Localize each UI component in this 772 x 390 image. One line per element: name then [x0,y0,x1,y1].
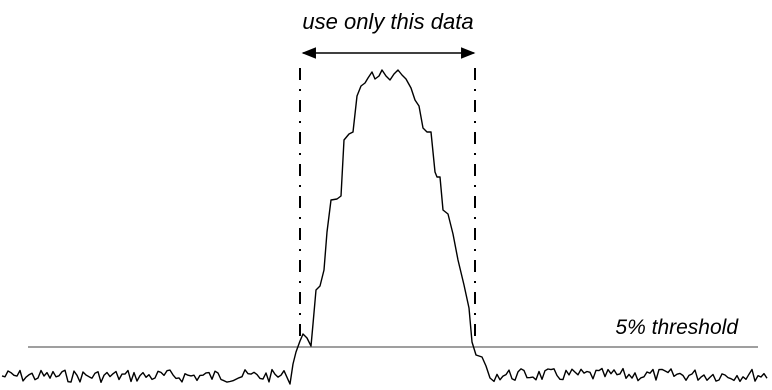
range-label: use only this data [302,9,473,34]
signal-trace [1,69,768,385]
threshold-label: 5% threshold [615,316,739,339]
